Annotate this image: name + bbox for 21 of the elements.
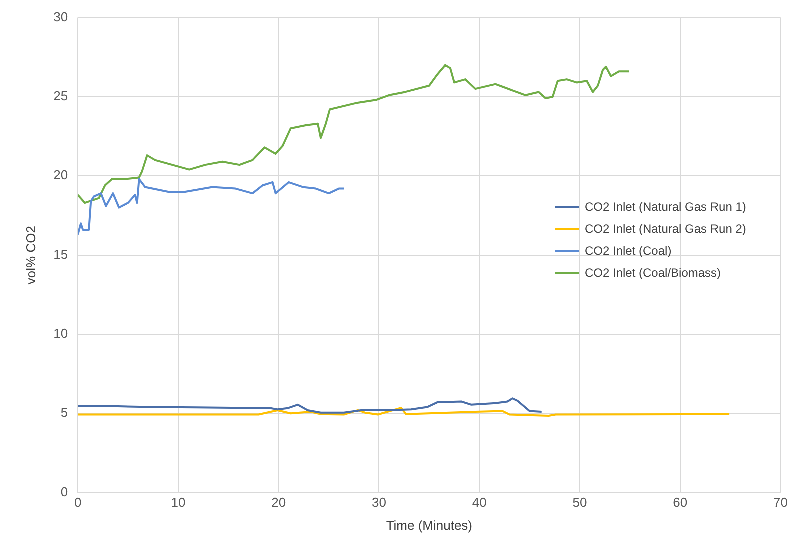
- x-tick-label: 40: [472, 495, 487, 510]
- legend-label: CO2 Inlet (Coal): [585, 244, 672, 258]
- x-tick-label: 30: [372, 495, 386, 510]
- y-tick-label: 25: [54, 88, 68, 104]
- legend-label: CO2 Inlet (Natural Gas Run 1): [585, 200, 746, 214]
- x-tick-label: 20: [272, 495, 286, 510]
- legend-label: CO2 Inlet (Coal/Biomass): [585, 266, 722, 280]
- x-tick-label: 70: [774, 495, 788, 510]
- x-tick-label: 60: [673, 495, 688, 510]
- x-axis-title: Time (Minutes): [386, 518, 473, 533]
- x-tick-label: 50: [572, 495, 588, 510]
- y-tick-label: 20: [54, 168, 68, 183]
- y-tick-label: 0: [60, 484, 68, 500]
- y-tick-label: 15: [54, 246, 68, 262]
- y-tick-label: 5: [60, 405, 68, 420]
- y-axis-title: vol% CO2: [23, 226, 38, 285]
- legend-label: CO2 Inlet (Natural Gas Run 2): [585, 222, 746, 236]
- x-tick-label: 0: [74, 495, 82, 510]
- x-tick-label: 10: [171, 495, 186, 510]
- y-tick-label: 10: [54, 326, 68, 342]
- y-tick-label: 30: [54, 9, 68, 24]
